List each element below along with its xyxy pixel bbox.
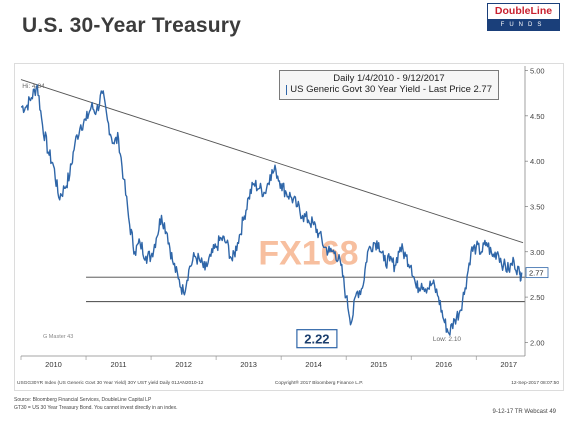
chart-panel: FX168 2.00 2.50 3.00 3.50 4.00 4.50 5.00 2010 20…: [14, 63, 564, 391]
bloomberg-right-text: 12-Sep-2017 08:07:50: [511, 380, 559, 386]
x-tick-label: 2012: [175, 360, 192, 369]
y-tick-label: 2.50: [530, 293, 545, 302]
yield-chart: FX168 2.00 2.50 3.00 3.50 4.00 4.50 5.00 2010 20…: [17, 66, 559, 386]
trend-line: [20, 79, 524, 244]
master-label: G Master 43: [43, 334, 73, 340]
chart-legend: Daily 1/4/2010 - 9/12/2017 US Generic Go…: [279, 70, 499, 100]
hi-annotation: Hi: 4.84: [22, 83, 45, 90]
bloomberg-left-text: USGG30YR Index (US Generic Govt 30 Year …: [17, 380, 204, 386]
low-value-box: [296, 329, 338, 349]
y-tick-label: 4.00: [530, 157, 545, 166]
slide-title: U.S. 30-Year Treasury: [22, 14, 241, 37]
legend-series-row: US Generic Govt 30 Year Yield - Last Pri…: [286, 84, 492, 95]
x-tick-label: 2010: [45, 360, 62, 369]
y-tick-label: 3.50: [530, 202, 545, 211]
low-annotation: Low: 2.10: [433, 336, 462, 343]
x-tick-label: 2013: [240, 360, 257, 369]
company-logo: DoubleLine FUNDS: [487, 3, 560, 31]
x-tick-label: 2017: [500, 360, 517, 369]
legend-swatch: [286, 84, 288, 95]
y-tick-label: 4.50: [530, 112, 545, 121]
footer-source: Source: Bloomberg Financial Services, Do…: [14, 397, 152, 403]
last-price-tag: [525, 267, 549, 279]
legend-series-label: US Generic Govt 30 Year Yield - Last Pri…: [290, 84, 492, 95]
footer-disclaimer: GT30 = US 30 Year Treasury Bond. You can…: [14, 405, 178, 411]
logo-sub: FUNDS: [487, 20, 560, 31]
x-tick-label: 2015: [370, 360, 387, 369]
y-tick-label: 5.00: [530, 67, 545, 76]
x-tick-label: 2014: [305, 360, 322, 369]
last-price-label: 2.77: [529, 269, 544, 278]
low-value-label: 2.22: [304, 332, 329, 347]
page-number: 9-12-17 TR Webcast 49: [492, 409, 556, 415]
legend-date-range: Daily 1/4/2010 - 9/12/2017: [333, 73, 445, 84]
y-tick-label: 3.00: [530, 248, 545, 257]
footer-note: Source: Bloomberg Financial Services, Do…: [14, 396, 178, 412]
yield-series-line: [20, 84, 523, 336]
logo-name: DoubleLine: [487, 3, 560, 20]
bloomberg-center-text: Copyright® 2017 Bloomberg Finance L.P.: [275, 379, 363, 386]
watermark-text: FX168: [258, 234, 358, 272]
x-tick-label: 2011: [110, 360, 126, 369]
x-tick-label: 2016: [435, 360, 452, 369]
y-tick-label: 2.00: [530, 338, 545, 347]
